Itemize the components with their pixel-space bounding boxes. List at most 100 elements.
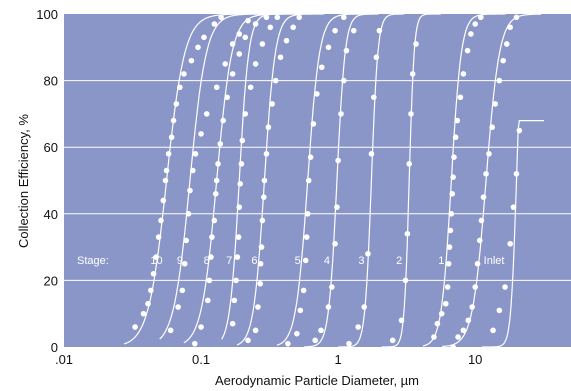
y-tick-label: 80 bbox=[44, 74, 58, 89]
data-point bbox=[503, 41, 510, 47]
data-point bbox=[389, 337, 396, 344]
data-point bbox=[454, 117, 461, 124]
curve-stage-10 bbox=[123, 13, 246, 345]
stage-prefix-label: Stage: bbox=[77, 255, 109, 267]
data-point bbox=[409, 71, 416, 77]
data-point bbox=[238, 161, 245, 167]
stage-label-inlet: Inlet bbox=[484, 255, 505, 267]
data-point bbox=[445, 260, 452, 267]
data-point bbox=[474, 260, 481, 267]
y-tick-label: 0 bbox=[51, 340, 58, 355]
data-point bbox=[455, 334, 461, 340]
y-tick-label: 20 bbox=[44, 273, 58, 288]
y-axis-title: Collection Efficiency, % bbox=[16, 114, 31, 248]
data-point bbox=[310, 121, 317, 127]
data-point bbox=[198, 131, 204, 137]
data-point bbox=[507, 24, 513, 31]
data-point bbox=[175, 304, 181, 310]
data-point bbox=[305, 177, 312, 184]
data-point bbox=[469, 304, 475, 310]
data-point bbox=[370, 94, 377, 101]
data-point bbox=[460, 327, 467, 334]
data-point bbox=[252, 61, 259, 67]
data-point bbox=[222, 61, 229, 67]
data-point bbox=[300, 287, 307, 294]
data-point bbox=[261, 177, 268, 184]
data-point bbox=[272, 77, 279, 84]
data-point bbox=[192, 151, 199, 157]
data-point bbox=[376, 27, 383, 34]
y-tick-label: 40 bbox=[44, 207, 58, 222]
data-point bbox=[335, 157, 341, 164]
x-axis-title: Aerodynamic Particle Diameter, µm bbox=[215, 373, 419, 388]
data-point bbox=[209, 234, 215, 240]
data-point bbox=[235, 234, 242, 240]
data-point bbox=[259, 217, 266, 224]
data-point bbox=[350, 27, 357, 34]
data-point bbox=[245, 17, 251, 24]
data-point bbox=[500, 57, 506, 64]
data-point bbox=[229, 320, 236, 327]
data-points bbox=[132, 14, 523, 350]
data-point bbox=[449, 191, 456, 197]
data-point bbox=[297, 307, 304, 314]
data-point bbox=[245, 337, 251, 344]
data-point bbox=[255, 304, 261, 310]
data-point bbox=[460, 71, 467, 77]
data-point bbox=[468, 31, 474, 37]
data-point bbox=[215, 161, 221, 167]
data-point bbox=[325, 304, 332, 310]
data-point bbox=[233, 277, 239, 284]
data-point bbox=[290, 24, 296, 31]
data-point bbox=[148, 287, 154, 294]
data-point bbox=[163, 167, 170, 174]
data-point bbox=[510, 204, 517, 210]
data-point bbox=[269, 101, 275, 107]
data-point bbox=[236, 51, 243, 57]
data-point bbox=[438, 310, 445, 317]
data-point bbox=[263, 151, 270, 157]
data-point bbox=[236, 204, 243, 210]
data-point bbox=[486, 151, 492, 157]
data-point bbox=[229, 71, 236, 77]
data-point bbox=[480, 194, 487, 200]
data-point bbox=[408, 111, 414, 117]
stage-label-6: 6 bbox=[251, 255, 257, 267]
data-point bbox=[402, 277, 409, 284]
data-point bbox=[361, 304, 368, 310]
data-point bbox=[450, 344, 456, 350]
data-point bbox=[213, 84, 220, 91]
data-point bbox=[507, 240, 513, 247]
data-point bbox=[373, 54, 380, 61]
data-point bbox=[218, 14, 224, 21]
data-point bbox=[343, 47, 350, 54]
data-point bbox=[217, 141, 224, 147]
data-point bbox=[341, 77, 347, 84]
data-point bbox=[368, 151, 375, 157]
data-point bbox=[492, 101, 499, 107]
x-tick-label: 0.1 bbox=[192, 352, 210, 367]
data-point bbox=[167, 327, 174, 334]
data-point bbox=[252, 327, 259, 334]
data-point bbox=[263, 14, 270, 21]
data-point bbox=[329, 284, 335, 290]
curve-stage-1 bbox=[422, 13, 506, 347]
data-point bbox=[502, 284, 508, 290]
data-point bbox=[212, 191, 219, 197]
data-point bbox=[476, 237, 483, 244]
data-point bbox=[516, 127, 523, 134]
data-point bbox=[446, 244, 453, 250]
data-point bbox=[145, 300, 151, 307]
data-point bbox=[173, 101, 180, 107]
data-point bbox=[296, 14, 303, 21]
curve-stage-extra bbox=[482, 120, 544, 348]
stage-label-10: 10 bbox=[150, 255, 162, 267]
data-point bbox=[179, 287, 186, 294]
data-point bbox=[211, 21, 218, 27]
data-point bbox=[239, 137, 246, 144]
data-point bbox=[490, 327, 496, 334]
data-point bbox=[472, 284, 478, 290]
curve-stage-4 bbox=[304, 13, 379, 348]
data-point bbox=[341, 14, 347, 21]
data-point bbox=[181, 260, 188, 267]
